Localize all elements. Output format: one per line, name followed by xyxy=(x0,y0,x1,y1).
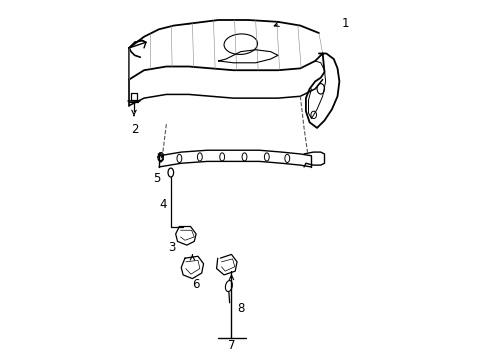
Text: 2: 2 xyxy=(131,123,138,136)
Text: 6: 6 xyxy=(191,278,199,291)
Text: 4: 4 xyxy=(159,198,167,211)
Text: 1: 1 xyxy=(341,17,348,30)
Text: 7: 7 xyxy=(227,339,235,352)
Text: 8: 8 xyxy=(237,302,244,315)
Text: 3: 3 xyxy=(168,241,175,254)
Text: 5: 5 xyxy=(153,172,161,185)
